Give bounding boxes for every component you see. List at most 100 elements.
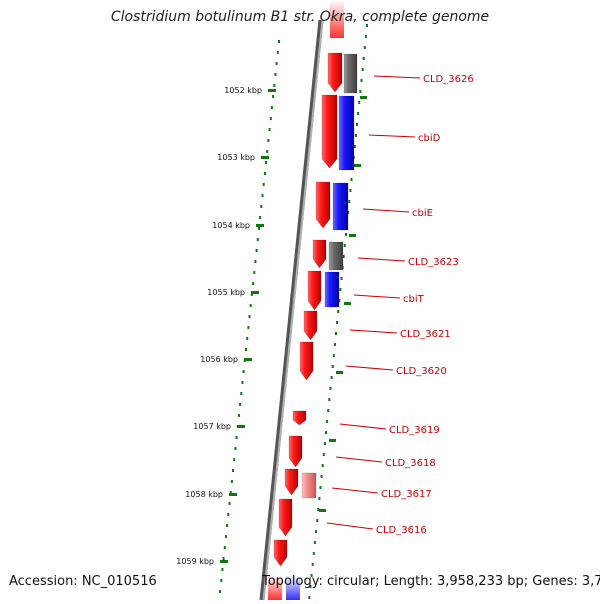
outer-track-tick xyxy=(344,302,351,305)
ruler-dot xyxy=(229,491,232,494)
ruler-tick-label: 1054 kbp xyxy=(212,221,250,230)
outer-track-dot xyxy=(312,552,315,555)
ruler-dot xyxy=(262,183,265,186)
gene-label: cbiE xyxy=(412,208,433,219)
outer-track-dot xyxy=(327,409,330,412)
ruler-dot xyxy=(259,216,262,219)
gene-label-leader xyxy=(335,456,383,463)
outer-track-tick xyxy=(360,96,367,99)
ruler-dot xyxy=(272,95,275,98)
outer-track-dot xyxy=(348,200,351,203)
ruler-dot xyxy=(250,293,253,296)
gene-arrow xyxy=(278,498,293,537)
ruler-tick-mark xyxy=(244,358,252,361)
gene-label: CLD_3621 xyxy=(400,329,451,340)
outer-track-dot xyxy=(353,145,356,148)
ruler-dot xyxy=(267,139,270,142)
gene-label: CLD_3626 xyxy=(423,74,474,85)
ruler-tick-mark xyxy=(256,224,264,227)
outer-track-dots xyxy=(308,24,368,599)
ruler-dot xyxy=(232,469,234,472)
ruler-dot xyxy=(219,590,222,593)
ruler-dot xyxy=(235,436,238,439)
label-leaders: CLD_3626 cbiD cbiE CLD_3623 cbiT CLD_3621 CLD_… xyxy=(326,74,474,536)
ruler-dot xyxy=(246,337,249,340)
ruler-dot xyxy=(268,128,271,131)
ruler-dot xyxy=(237,414,240,417)
gene-label-leader xyxy=(349,329,398,334)
outer-track-dot xyxy=(350,178,353,181)
outer-track-dot xyxy=(359,90,362,93)
gene-arrow xyxy=(312,239,327,269)
gene-label: CLD_3618 xyxy=(385,458,436,469)
genome-backbone xyxy=(259,19,324,601)
gene-arrow xyxy=(324,271,340,308)
outer-track-dot xyxy=(313,541,316,544)
ruler-tick-label: 1053 kbp xyxy=(217,153,255,162)
ruler-tick-mark xyxy=(237,425,245,428)
gene-label-leader xyxy=(339,423,387,430)
ruler-dot xyxy=(255,249,258,252)
outer-track-dot xyxy=(317,508,320,511)
outer-track-tick xyxy=(329,439,336,442)
outer-track-dot xyxy=(335,332,337,335)
outer-track-dot xyxy=(343,244,346,247)
ruler-dot xyxy=(265,161,267,164)
gene-arrow xyxy=(332,182,349,231)
gene-arrow xyxy=(303,310,318,341)
ruler-dot xyxy=(254,260,257,263)
ruler-dot xyxy=(249,304,252,307)
gene-label-leader xyxy=(362,208,410,213)
ruler-dot xyxy=(261,194,264,197)
gene-arrow xyxy=(286,575,300,600)
gene-arrow xyxy=(330,0,344,38)
outer-track-dot xyxy=(310,574,313,577)
outer-track-dot xyxy=(337,310,340,313)
ruler-tick-mark xyxy=(220,560,228,563)
gene-arrow xyxy=(292,410,307,426)
outer-track-dot xyxy=(311,563,314,566)
gene-label-leader xyxy=(326,522,374,530)
ruler-dot xyxy=(260,205,263,208)
outer-track-dot xyxy=(342,255,345,258)
gene-arrow xyxy=(301,472,317,499)
gene-arrow xyxy=(338,95,355,171)
outer-track-dot xyxy=(362,57,365,60)
ruler-dot xyxy=(276,51,279,54)
outer-track-dot xyxy=(328,398,331,401)
gene-arrow xyxy=(343,53,358,94)
gene-label: CLD_3619 xyxy=(389,425,440,436)
outer-track-dot xyxy=(349,189,352,192)
ruler-dot xyxy=(266,150,269,153)
ruler-dot xyxy=(221,568,224,571)
ruler-dot xyxy=(270,106,273,109)
outer-track-dot xyxy=(340,277,343,280)
gene-track xyxy=(268,0,358,600)
ruler-tick-label: 1059 kbp xyxy=(176,557,214,566)
outer-track-dot xyxy=(320,475,323,478)
gene-label: cbiT xyxy=(403,294,425,305)
ruler-dot xyxy=(241,381,244,384)
gene-label: CLD_3617 xyxy=(381,489,432,500)
outer-track-dot xyxy=(366,24,368,27)
outer-track-dot xyxy=(361,68,364,71)
ruler-dot xyxy=(233,458,236,461)
gene-label: CLD_3616 xyxy=(376,525,427,536)
ruler-tick-label: 1057 kbp xyxy=(193,422,231,431)
outer-track-dot xyxy=(326,420,329,423)
map-title: Clostridium botulinum B1 str. Okra, comp… xyxy=(110,9,490,25)
outer-track-dot xyxy=(333,343,336,346)
outer-track-dot xyxy=(322,453,325,456)
ruler-dot xyxy=(258,227,260,230)
outer-track-dot xyxy=(323,442,326,445)
ruler-dot xyxy=(227,513,230,516)
outer-track-tick xyxy=(354,164,361,167)
ruler-dot xyxy=(234,447,237,450)
accession-text: Accession: NC_010516 xyxy=(9,574,157,589)
gene-arrow xyxy=(315,181,331,229)
outer-track-dot xyxy=(357,112,360,115)
gene-arrow xyxy=(273,539,288,567)
outer-track-dot xyxy=(339,288,342,291)
ruler-dot xyxy=(278,40,280,43)
ruler-tick-label: 1055 kbp xyxy=(207,288,245,297)
